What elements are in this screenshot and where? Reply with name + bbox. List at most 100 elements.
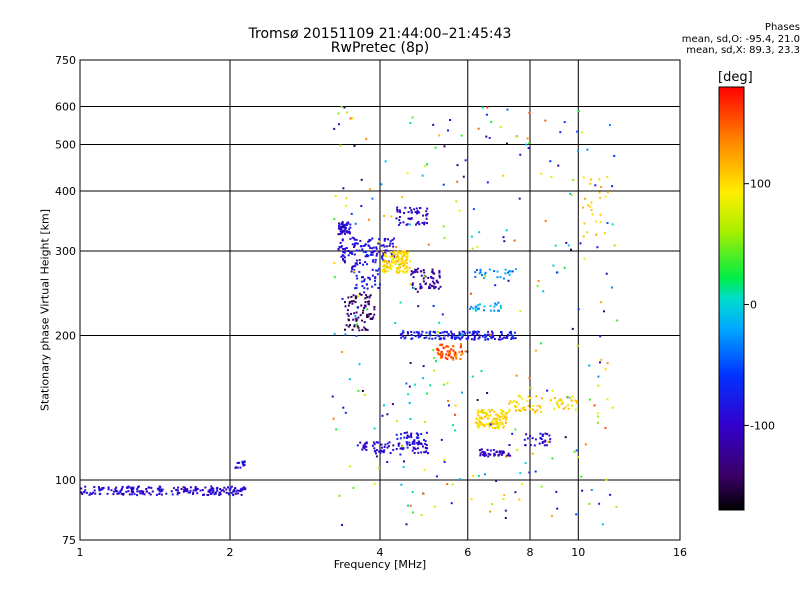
- data-point: [393, 237, 395, 240]
- data-point: [489, 309, 492, 312]
- data-point: [395, 217, 398, 220]
- data-point: [342, 229, 345, 232]
- data-point: [398, 271, 401, 274]
- data-point: [375, 247, 378, 250]
- data-point: [476, 421, 479, 424]
- data-point: [460, 353, 463, 356]
- data-point: [160, 493, 163, 496]
- data-point: [499, 415, 502, 418]
- data-point: [477, 127, 480, 130]
- data-point: [331, 395, 334, 398]
- data-point: [343, 259, 346, 262]
- data-point: [526, 137, 529, 140]
- chart-title: Tromsø 20151109 21:44:00–21:45:43: [248, 26, 512, 42]
- data-point: [425, 214, 428, 216]
- data-point: [209, 489, 212, 492]
- data-point: [349, 251, 351, 254]
- data-point: [347, 325, 350, 328]
- data-point: [368, 277, 371, 279]
- data-point: [382, 267, 385, 270]
- data-point: [477, 426, 480, 429]
- data-point: [515, 374, 518, 377]
- data-point: [160, 490, 163, 493]
- data-point: [384, 260, 387, 263]
- data-point: [392, 251, 395, 254]
- data-point: [417, 436, 420, 439]
- data-point: [340, 229, 343, 232]
- data-point: [176, 489, 179, 492]
- data-point: [192, 489, 195, 492]
- data-point: [576, 130, 579, 133]
- data-point: [357, 389, 360, 392]
- data-point: [411, 337, 414, 340]
- data-point: [354, 242, 357, 245]
- data-point: [232, 490, 235, 493]
- data-point: [362, 309, 365, 312]
- data-point: [482, 411, 484, 414]
- data-point: [459, 346, 462, 349]
- data-point: [479, 421, 482, 424]
- data-point: [219, 488, 222, 490]
- data-point: [353, 253, 356, 256]
- data-point: [489, 453, 492, 456]
- data-point: [419, 283, 422, 286]
- data-point: [485, 411, 488, 414]
- data-point: [478, 231, 481, 234]
- data-point: [183, 486, 186, 489]
- data-point: [511, 336, 513, 339]
- data-point: [416, 210, 419, 212]
- data-point: [496, 425, 499, 428]
- data-point: [243, 460, 246, 463]
- data-point: [241, 462, 244, 465]
- data-point: [415, 207, 418, 210]
- data-point: [481, 335, 484, 338]
- data-point: [498, 309, 500, 312]
- data-point: [421, 174, 424, 177]
- data-point: [172, 487, 175, 490]
- data-point: [410, 211, 413, 214]
- data-point: [369, 247, 372, 249]
- data-point: [505, 335, 508, 338]
- data-point: [438, 321, 441, 324]
- data-point: [392, 448, 395, 451]
- data-point: [487, 338, 490, 341]
- data-point: [411, 490, 414, 493]
- data-point: [354, 317, 357, 320]
- data-point: [570, 194, 573, 196]
- data-point: [333, 218, 336, 220]
- data-point: [409, 260, 412, 263]
- data-point: [196, 487, 199, 490]
- data-point: [550, 176, 553, 178]
- data-point: [504, 272, 507, 275]
- data-point: [396, 260, 399, 263]
- data-point: [237, 492, 240, 495]
- data-point: [456, 336, 459, 339]
- data-point: [83, 491, 86, 494]
- data-point: [233, 488, 236, 491]
- data-point: [466, 331, 469, 334]
- data-point: [337, 112, 340, 115]
- data-point: [203, 493, 206, 496]
- data-point: [409, 504, 412, 507]
- data-point: [383, 269, 386, 272]
- data-point: [413, 331, 416, 334]
- data-point: [401, 445, 404, 448]
- x-tick-label: 8: [527, 546, 534, 559]
- data-point: [459, 338, 462, 341]
- data-point: [425, 210, 428, 213]
- data-point: [413, 208, 416, 211]
- data-point: [395, 269, 398, 272]
- data-point: [425, 336, 428, 339]
- data-point: [371, 237, 374, 240]
- data-point: [89, 492, 92, 495]
- data-point: [498, 336, 501, 338]
- data-point: [423, 438, 425, 441]
- data-point: [357, 316, 360, 319]
- data-point: [410, 330, 413, 333]
- data-point: [391, 255, 394, 258]
- data-point: [406, 172, 409, 175]
- data-point: [384, 270, 387, 273]
- data-point: [508, 402, 511, 405]
- data-point: [466, 350, 469, 353]
- data-point: [372, 246, 375, 249]
